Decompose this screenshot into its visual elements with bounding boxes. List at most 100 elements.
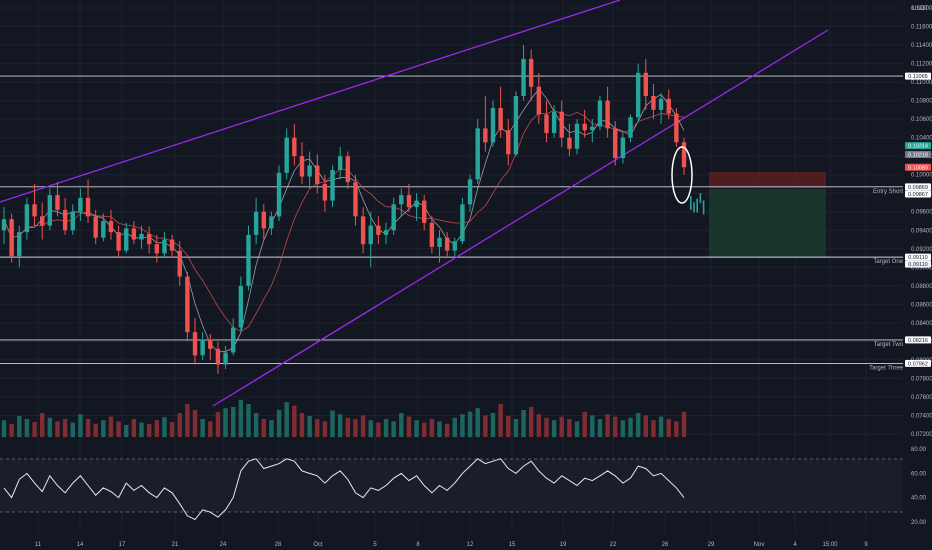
candle-body — [62, 209, 68, 231]
level-price-tag — [905, 190, 931, 198]
rsi-tick-label: 60.00 — [911, 471, 927, 477]
volume-bar — [521, 410, 526, 437]
volume-bar — [399, 413, 404, 437]
volume-bars — [1, 399, 687, 437]
volume-bar — [353, 419, 358, 437]
volume-bar — [429, 419, 435, 437]
candle-body — [422, 200, 427, 223]
volume-bar — [9, 423, 14, 437]
volume-bar — [261, 419, 266, 437]
volume-bar — [40, 413, 45, 437]
candle-body — [582, 123, 587, 131]
candle-body — [376, 225, 381, 235]
candle-body — [101, 221, 106, 238]
price-tick-label: 0.09400 — [911, 228, 932, 234]
candle-body — [613, 128, 618, 159]
volume-bar — [185, 404, 190, 437]
candle-body — [17, 232, 22, 257]
candle-body — [238, 285, 244, 328]
candle-body — [93, 216, 98, 238]
volume-bar — [246, 404, 251, 437]
candle-body — [681, 142, 687, 168]
candle-body — [590, 126, 595, 131]
candle-body — [337, 156, 343, 171]
volume-bar — [238, 399, 244, 437]
volume-bar — [146, 423, 152, 437]
candle-body — [666, 98, 671, 114]
time-tick-label: 14 — [77, 542, 84, 548]
time-axis: 11 14 17 21 24 28 Oct 5 8 12 15 19 22 26 29 Nov 4 15:00 9 — [35, 542, 868, 548]
candle-body — [651, 95, 656, 110]
volume-bar — [567, 419, 572, 437]
volume-bar — [85, 419, 91, 437]
level-price-tag-text: 0.09869 — [908, 185, 928, 191]
candle-body — [322, 183, 328, 201]
candle-body — [628, 117, 633, 138]
candle-body — [146, 233, 152, 245]
candle-body — [78, 197, 83, 212]
price-tick-label: 0.08600 — [911, 302, 932, 308]
level-label: Entry Short — [873, 189, 903, 195]
candle-body — [284, 137, 289, 173]
price-tag — [905, 151, 931, 159]
volume-bar — [17, 416, 22, 437]
candle-body — [276, 172, 282, 217]
level-price-tag-text: 0.08216 — [908, 338, 928, 344]
candle-body — [139, 233, 144, 240]
candle-body — [261, 211, 266, 229]
volume-bar — [422, 422, 427, 437]
level-price-tag-text: 0.07962 — [908, 361, 928, 367]
volume-bar — [215, 411, 221, 437]
time-tick-label: 19 — [560, 542, 567, 548]
volume-bar — [223, 408, 228, 437]
candle-body — [253, 211, 259, 235]
candle-body — [269, 216, 274, 229]
candle-body — [24, 204, 30, 233]
wedge-lower-line — [212, 29, 829, 407]
volume-bar — [406, 416, 412, 437]
volume-bar — [437, 421, 442, 437]
volume-bar — [391, 421, 396, 437]
rsi-axis: 80.00 60.00 40.00 20.00 — [911, 447, 927, 526]
price-tick-label: 0.08800 — [911, 284, 932, 290]
candle-body — [521, 58, 526, 96]
volume-bar — [513, 419, 519, 437]
candle-body — [47, 195, 53, 226]
volume-bar — [613, 416, 618, 437]
volume-bar — [292, 405, 297, 437]
candle-body — [200, 339, 205, 356]
candle-body — [414, 200, 419, 208]
candle-body — [192, 332, 198, 356]
volume-bar — [315, 419, 320, 437]
volume-bar — [590, 415, 595, 437]
time-tick-label: 5 — [373, 542, 377, 548]
price-tag — [905, 142, 931, 150]
candle-body — [528, 58, 534, 87]
level-price-tag — [905, 183, 931, 191]
volume-bar — [628, 417, 633, 437]
candle-body — [215, 348, 221, 365]
volume-bar — [544, 417, 549, 437]
candle-body — [498, 108, 503, 131]
volume-bar — [528, 407, 534, 437]
time-tick-label: 9 — [864, 542, 868, 548]
time-tick-label: Nov — [754, 542, 765, 548]
volume-bar — [93, 423, 98, 437]
candle-body — [399, 195, 404, 205]
candle-body — [620, 137, 626, 159]
take-profit-zone — [709, 189, 826, 258]
rsi-tick-label: 20.00 — [911, 520, 927, 526]
price-tick-label: 0.09600 — [911, 210, 932, 216]
candle-body — [307, 165, 312, 177]
volume-bar — [330, 410, 335, 437]
time-tick-label: 29 — [708, 542, 715, 548]
volume-bar — [536, 414, 542, 437]
volume-bar — [116, 421, 121, 437]
volume-bar — [62, 419, 68, 437]
price-tag — [905, 163, 931, 171]
volume-bar — [1, 420, 7, 437]
time-tick-label: 26 — [662, 542, 669, 548]
volume-bar — [101, 420, 106, 437]
candle-body — [452, 241, 457, 251]
